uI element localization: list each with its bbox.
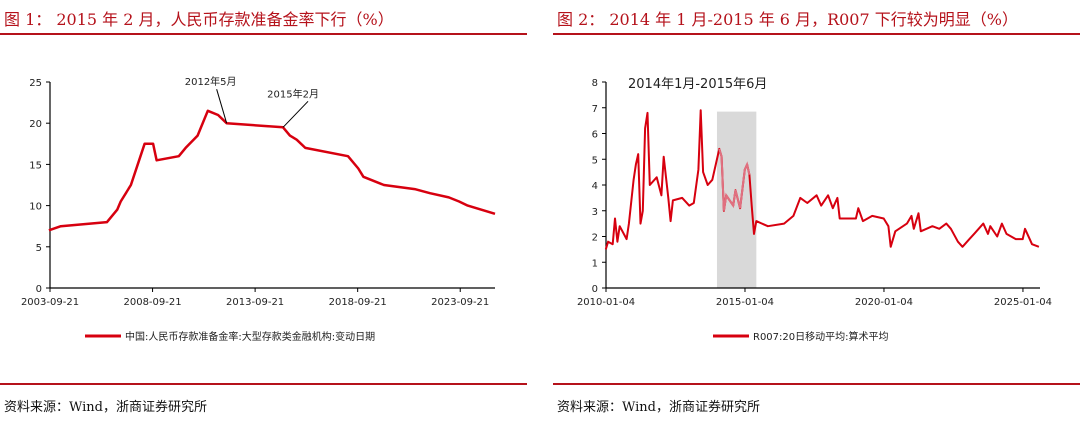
figure-2-panel: 图 2： 2014 年 1 月-2015 年 6 月，R007 下行较为明显（%…: [553, 0, 1080, 421]
y-tick-label: 6: [592, 130, 598, 141]
figure-1-title: 图 1： 2015 年 2 月，人民币存款准备金率下行（%）: [4, 10, 394, 29]
y-tick-label: 10: [29, 202, 42, 213]
title-rule: [553, 33, 1080, 35]
annotation-label: 2015年2月: [267, 87, 319, 100]
series-line: [48, 109, 496, 232]
x-tick-label: 2003-09-21: [21, 297, 79, 308]
figure-1-panel: 图 1： 2015 年 2 月，人民币存款准备金率下行（%） 0 5 10 15 20 2…: [0, 0, 527, 421]
y-tick-label: 0: [36, 284, 42, 295]
y-tick-label: 8: [592, 78, 598, 89]
y-tick-label: 15: [29, 160, 42, 171]
source-rule: [553, 383, 1080, 385]
y-tick-label: 7: [592, 104, 598, 115]
x-tick-label: 2023-09-21: [431, 297, 489, 308]
reserve-ratio-chart: 0 5 10 15 20 25 2003-09-21 2008-09-21 2013-09-21…: [21, 75, 496, 343]
x-tick-label: 2013-09-21: [226, 297, 284, 308]
y-tick-label: 5: [592, 155, 598, 166]
title-rule: [0, 33, 527, 35]
y-tick-label: 1: [592, 258, 598, 269]
annotation-label: 2012年5月: [185, 75, 237, 88]
x-tick-label: 2010-01-04: [577, 297, 635, 308]
y-tick-label: 5: [36, 243, 42, 254]
y-tick-label: 25: [29, 78, 42, 89]
x-tick-label: 2015-01-04: [716, 297, 774, 308]
annotation-arrow: [216, 89, 228, 124]
x-tick-label: 2020-01-04: [855, 297, 913, 308]
legend-label: 中国:人民币存款准备金率:大型存款类金融机构:变动日期: [125, 330, 375, 343]
y-tick-label: 20: [29, 119, 42, 130]
figure-2-title: 图 2： 2014 年 1 月-2015 年 6 月，R007 下行较为明显（%…: [557, 10, 1018, 29]
highlighted-series-segment: [718, 148, 751, 211]
x-tick-label: 2018-09-21: [329, 297, 387, 308]
series-line: [604, 109, 1040, 250]
y-tick-label: 3: [592, 207, 598, 218]
annotation-arrow: [282, 100, 309, 128]
source-rule: [0, 383, 527, 385]
x-tick-label: 2008-09-21: [123, 297, 181, 308]
figure-2-source: 资料来源：Wind，浙商证券研究所: [557, 400, 760, 415]
r007-chart: 2014年1月-2015年6月 0 1 2 3 4 5 6 7 8 2010-01-04 2015-0…: [577, 77, 1052, 343]
x-tick-label: 2025-01-04: [994, 297, 1052, 308]
y-tick-label: 2: [592, 233, 598, 244]
legend-label: R007:20日移动平均:算术平均: [753, 330, 889, 343]
figure-1-source: 资料来源：Wind，浙商证券研究所: [4, 400, 207, 415]
y-tick-label: 4: [592, 181, 598, 192]
y-tick-label: 0: [592, 284, 598, 295]
highlight-label: 2014年1月-2015年6月: [628, 77, 767, 92]
